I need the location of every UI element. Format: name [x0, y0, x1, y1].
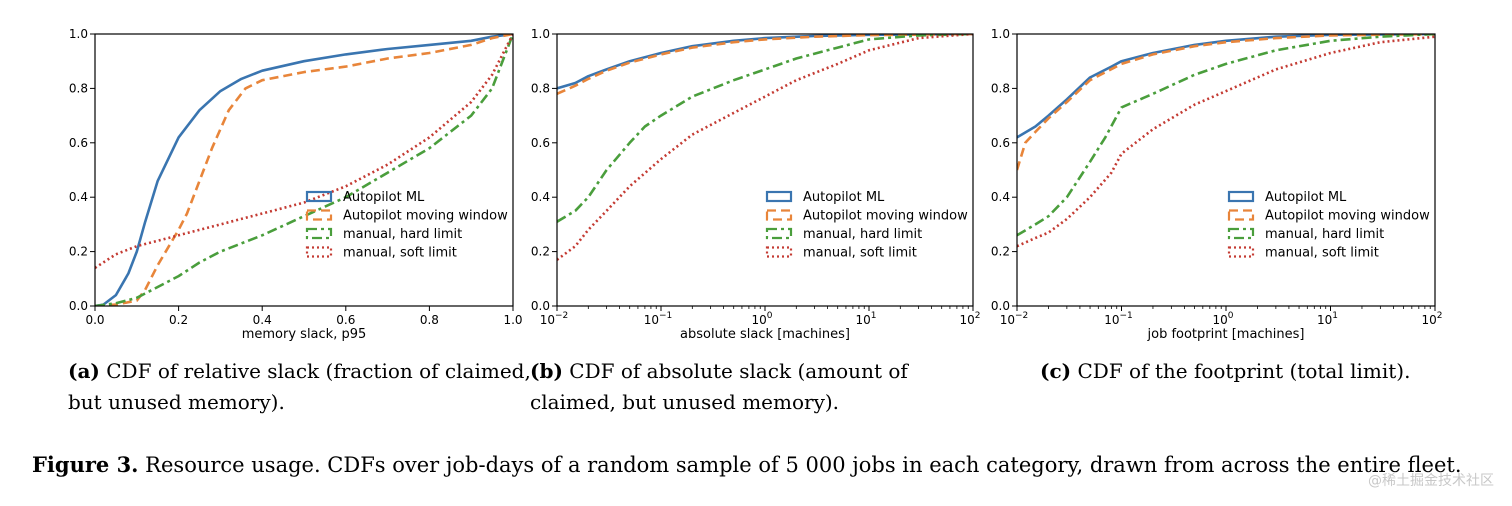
chart-c-legend-label-3: manual, soft limit	[1265, 246, 1379, 261]
chart-a-ytick-label-2: 0.4	[69, 190, 88, 204]
chart-a-ytick-label-1: 0.2	[69, 245, 88, 259]
caption-b: (b) CDF of absolute slack (amount of cla…	[530, 356, 1000, 418]
chart-a-ytick-label-0: 0.0	[69, 299, 88, 313]
chart-a-frame	[94, 33, 514, 307]
chart-c-legend-swatch-0	[1227, 190, 1255, 203]
figure-caption-label: Figure 3.	[32, 452, 139, 477]
chart-a-legend-label-2: manual, hard limit	[343, 227, 462, 242]
chart-b-series-1-line	[557, 34, 973, 95]
chart-a-xtick-label-5: 1.0	[503, 313, 522, 327]
chart-a-legend-swatch-2	[305, 227, 333, 240]
chart-b-legend-label-0: Autopilot ML	[803, 190, 885, 205]
chart-c-series-group	[1017, 34, 1435, 248]
chart-a-series-2-line	[95, 34, 513, 306]
chart-a-legend-swatch-3	[305, 246, 333, 258]
caption-c-text: CDF of the footprint (total limit).	[1071, 359, 1411, 383]
chart-b-xlabel: absolute slack [machines]	[680, 327, 850, 342]
figure-caption-text: Resource usage. CDFs over job-days of a …	[138, 453, 1462, 477]
chart-c-xtick-label-0: 10−2	[1000, 311, 1029, 327]
caption-a-text: CDF of relative slack (fraction of claim…	[68, 359, 531, 414]
caption-c: (c) CDF of the footprint (total limit).	[1040, 356, 1460, 387]
chart-b-legend-swatch-0	[765, 190, 793, 203]
chart-c-ytick-label-0: 0.0	[991, 299, 1010, 313]
chart-a: 0.0 0.2 0.4 0.6 0.8 1.0 0.0 0.2 0.4 0.6 0.8 1.0 memo…	[69, 27, 523, 342]
chart-c-legend: Autopilot ML Autopilot moving window manua…	[1227, 190, 1430, 261]
chart-a-xtick-label-3: 0.6	[336, 313, 355, 327]
chart-c-ytick-label-4: 0.8	[991, 81, 1010, 95]
chart-c-legend-swatch-2	[1227, 227, 1255, 240]
chart-b-series-group	[557, 34, 973, 261]
chart-a-legend-label-3: manual, soft limit	[343, 246, 457, 261]
chart-c-legend-label-0: Autopilot ML	[1265, 190, 1347, 205]
chart-c-ytick-label-5: 1.0	[991, 27, 1010, 41]
caption-a-label: (a)	[68, 359, 100, 383]
chart-c-xlabel: job footprint [machines]	[1147, 327, 1305, 342]
chart-a-ytick-label-3: 0.6	[69, 136, 88, 150]
chart-b-legend: Autopilot ML Autopilot moving window manua…	[765, 190, 968, 261]
chart-c-legend-label-1: Autopilot moving window	[1265, 209, 1430, 224]
chart-c-series-1-line	[1017, 34, 1435, 171]
chart-b-ytick-label-5: 1.0	[531, 27, 550, 41]
chart-c-series-0-line	[1017, 34, 1435, 139]
chart-b-series-2-line	[557, 34, 973, 223]
chart-c-xtick-label-3: 101	[1317, 311, 1338, 327]
plots-group: 0.0 0.2 0.4 0.6 0.8 1.0 0.0 0.2 0.4 0.6 0.8 1.0 memo…	[69, 27, 1443, 342]
chart-a-series-3-line	[95, 34, 513, 269]
chart-c-xtick-label-1: 10−1	[1104, 311, 1133, 327]
chart-b-frame	[556, 33, 974, 307]
chart-a-series-0-line	[95, 34, 513, 306]
chart-b-ytick-label-3: 0.6	[531, 136, 550, 150]
chart-b-series-0-line	[557, 34, 973, 90]
caption-b-label: (b)	[530, 359, 563, 383]
chart-a-series-group	[95, 34, 513, 306]
chart-b: 0.0 0.2 0.4 0.6 0.8 1.0 10−2 10−1 100 101 102 absol…	[531, 27, 981, 342]
chart-a-xlabel: memory slack, p95	[242, 327, 367, 342]
chart-a-legend: Autopilot ML Autopilot moving window manua…	[305, 190, 508, 261]
chart-b-legend-label-3: manual, soft limit	[803, 246, 917, 261]
chart-b-xtick-label-4: 102	[959, 311, 980, 327]
chart-c-ytick-label-3: 0.6	[991, 136, 1010, 150]
chart-c-legend-label-2: manual, hard limit	[1265, 227, 1384, 242]
chart-b-xtick-label-0: 10−2	[540, 311, 569, 327]
chart-b-legend-swatch-3	[765, 246, 793, 258]
chart-b-xtick-label-3: 101	[855, 311, 876, 327]
chart-c-ytick-label-2: 0.4	[991, 190, 1010, 204]
chart-b-xtick-label-2: 100	[751, 311, 772, 327]
chart-c-xtick-label-4: 102	[1421, 311, 1442, 327]
chart-b-ytick-label-4: 0.8	[531, 81, 550, 95]
chart-c-xtick-label-2: 100	[1212, 311, 1233, 327]
chart-a-legend-swatch-1	[305, 209, 333, 221]
caption-c-label: (c)	[1040, 359, 1072, 383]
chart-c-legend-swatch-1	[1227, 209, 1255, 221]
chart-b-legend-swatch-2	[765, 227, 793, 240]
chart-b-ytick-label-2: 0.4	[531, 190, 550, 204]
chart-b-ytick-label-1: 0.2	[531, 245, 550, 259]
chart-a-series-1-line	[95, 34, 513, 306]
chart-c-frame	[1016, 33, 1436, 307]
chart-b-legend-swatch-1	[765, 209, 793, 221]
chart-b-legend-label-2: manual, hard limit	[803, 227, 922, 242]
chart-a-xtick-label-1: 0.2	[169, 313, 188, 327]
chart-c-ytick-label-1: 0.2	[991, 245, 1010, 259]
caption-b-text: CDF of absolute slack (amount of claimed…	[530, 359, 908, 414]
chart-a-legend-swatch-0	[305, 190, 333, 203]
chart-b-series-3-line	[557, 34, 973, 261]
figure-caption: Figure 3. Resource usage. CDFs over job-…	[32, 452, 1462, 477]
chart-a-ytick-label-5: 1.0	[69, 27, 88, 41]
chart-a-legend-label-1: Autopilot moving window	[343, 209, 508, 224]
chart-a-xtick-label-0: 0.0	[85, 313, 104, 327]
chart-b-legend-label-1: Autopilot moving window	[803, 209, 968, 224]
chart-b-xtick-label-1: 10−1	[644, 311, 673, 327]
watermark: @稀土掘金技术社区	[1368, 473, 1494, 489]
chart-a-xtick-label-4: 0.8	[420, 313, 439, 327]
chart-a-legend-label-0: Autopilot ML	[343, 190, 425, 205]
caption-a: (a) CDF of relative slack (fraction of c…	[68, 356, 533, 418]
chart-a-xtick-label-2: 0.4	[253, 313, 272, 327]
chart-b-ytick-label-0: 0.0	[531, 299, 550, 313]
chart-c: 0.0 0.2 0.4 0.6 0.8 1.0 10−2 10−1 100 101 102 job f…	[991, 27, 1443, 342]
chart-c-series-2-line	[1017, 34, 1435, 237]
chart-a-ytick-label-4: 0.8	[69, 81, 88, 95]
chart-c-legend-swatch-3	[1227, 246, 1255, 258]
